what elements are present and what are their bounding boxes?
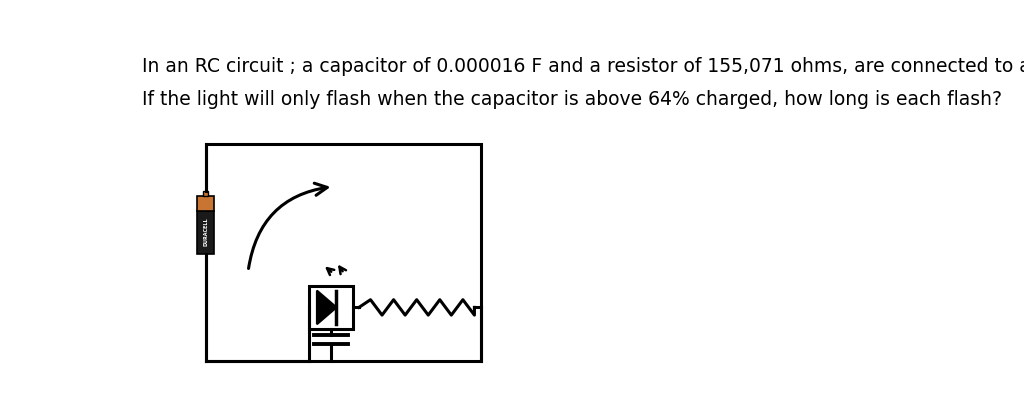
Polygon shape bbox=[203, 191, 209, 197]
Text: In an RC circuit ; a capacitor of 0.000016 F and a resistor of 155,071 ohms, are: In an RC circuit ; a capacitor of 0.0000… bbox=[142, 57, 1024, 76]
Text: If the light will only flash when the capacitor is above 64% charged, how long i: If the light will only flash when the ca… bbox=[142, 90, 1001, 109]
Polygon shape bbox=[317, 291, 337, 325]
Text: DURACELL: DURACELL bbox=[203, 217, 208, 246]
Polygon shape bbox=[197, 211, 214, 254]
Polygon shape bbox=[197, 197, 214, 211]
FancyArrowPatch shape bbox=[249, 184, 328, 269]
